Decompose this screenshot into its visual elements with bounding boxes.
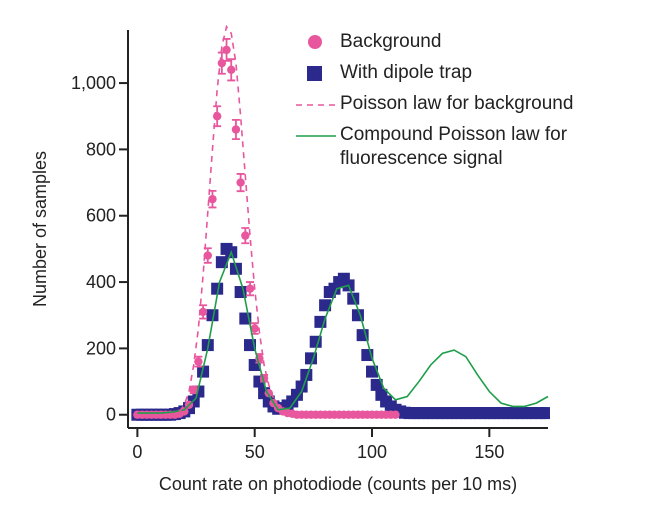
x-tick-label: 0: [132, 442, 142, 462]
x-axis-label: Count rate on photodiode (counts per 10 …: [159, 474, 517, 494]
legend-label: Background: [340, 31, 442, 52]
y-tick-label: 0: [106, 405, 116, 425]
legend: Background With dipole trap Poisson law fo…: [294, 30, 644, 178]
legend-key: [296, 104, 336, 106]
data-point: [203, 251, 212, 260]
data-point: [250, 324, 259, 333]
y-tick-label: 1,000: [71, 73, 116, 93]
x-tick-label: 150: [474, 442, 504, 462]
legend-marker: [307, 66, 322, 81]
data-point: [222, 45, 231, 55]
legend-label: Poisson law for background: [340, 93, 574, 114]
legend-entry: With dipole trap: [294, 61, 644, 85]
legend-entry: Background: [294, 30, 644, 54]
data-point: [215, 256, 228, 269]
legend-key: [296, 135, 336, 137]
data-point: [206, 309, 219, 322]
data-point: [208, 194, 217, 204]
data-point: [539, 407, 550, 420]
y-tick-label: 800: [86, 139, 116, 159]
x-tick-label: 50: [245, 442, 265, 462]
data-point: [180, 407, 189, 416]
series-line: [137, 249, 549, 414]
y-tick-label: 200: [86, 338, 116, 358]
data-point: [245, 284, 255, 293]
legend-key: [307, 66, 322, 81]
data-point: [370, 378, 383, 391]
data-point: [211, 282, 224, 295]
legend-key: [308, 35, 322, 49]
data-point: [198, 307, 208, 317]
series-line: [178, 24, 284, 412]
legend-entry: Poisson law for background: [294, 92, 644, 116]
legend-label: With dipole trap: [340, 62, 473, 83]
data-point: [189, 385, 198, 395]
data-point: [227, 65, 236, 75]
data-point: [391, 410, 400, 419]
plot-area: [131, 24, 550, 421]
data-point: [319, 299, 332, 312]
legend-label: Compound Poisson law for fluorescence si…: [340, 124, 568, 169]
data-point: [212, 112, 222, 121]
data-point: [241, 231, 250, 240]
data-point: [231, 125, 241, 134]
data-point: [194, 357, 203, 366]
legend-entry: Compound Poisson law for fluorescence si…: [294, 123, 644, 171]
y-tick-label: 400: [86, 272, 116, 292]
data-point: [366, 365, 379, 378]
y-tick-label: 600: [86, 206, 116, 226]
y-axis-label: Number of samples: [30, 151, 50, 307]
data-point: [236, 178, 245, 187]
x-tick-label: 100: [357, 442, 387, 462]
legend-marker: [308, 35, 322, 49]
